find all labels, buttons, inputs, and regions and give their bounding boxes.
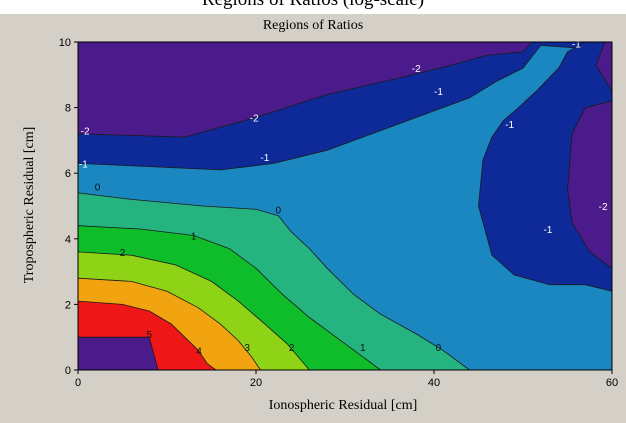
x-tick-label-60: 60: [606, 377, 618, 389]
x-tick-label-20: 20: [250, 377, 262, 389]
plot-border: [77, 41, 613, 371]
contour-label-12: 0: [436, 343, 442, 354]
contour-label-4: -1: [79, 159, 88, 170]
contour-label-15: 2: [120, 248, 126, 259]
contour-label-10: 0: [95, 182, 101, 193]
contour-label-17: 3: [244, 343, 250, 354]
contour-label-2: -2: [412, 64, 421, 75]
caption-strip: Regions of Ratios (log-scale): [0, 0, 626, 14]
contour-label-0: -2: [81, 127, 90, 138]
contour-label-19: 5: [146, 330, 152, 341]
y-tick-label-0: 0: [65, 365, 71, 377]
chart-title: Regions of Ratios: [263, 18, 363, 33]
x-tick-label-0: 0: [75, 377, 81, 389]
y-axis-ticks: 0 2 4 6 8 10: [59, 37, 78, 377]
contour-label-1: -2: [250, 113, 259, 124]
y-tick-label-2: 2: [65, 299, 71, 311]
contour-label-5: -1: [260, 153, 269, 164]
contour-label-3: -1: [572, 40, 581, 51]
contour-label-14: 1: [360, 343, 366, 354]
contour-region-5: [567, 100, 613, 270]
contour-label-18: 4: [196, 346, 202, 357]
contour-label-8: -1: [543, 225, 552, 236]
contour-label-7: -1: [505, 120, 514, 131]
contour-label-6: -1: [434, 87, 443, 98]
y-tick-label-4: 4: [65, 234, 71, 246]
y-tick-label-8: 8: [65, 103, 71, 115]
contour-label-13: 1: [191, 232, 197, 243]
x-tick-label-40: 40: [428, 377, 440, 389]
contour-label-16: 2: [289, 343, 295, 354]
contour-region-11: [77, 336, 159, 371]
figure-caption: Regions of Ratios (log-scale): [0, 0, 626, 11]
y-tick-label-10: 10: [59, 37, 71, 49]
y-axis-title: Tropospheric Residual [cm]: [22, 127, 37, 284]
contour-label-9: -2: [599, 202, 608, 213]
contour-label-11: 0: [275, 205, 281, 216]
contour-labels: -2 -2 -2 -1 -1 -1 -1 -1 -1 -2 0 0 0 1 1 2 2 3 4 5: [79, 40, 608, 358]
y-tick-label-6: 6: [65, 168, 71, 180]
contour-regions: [77, 41, 613, 371]
x-axis-title: Ionospheric Residual [cm]: [269, 398, 418, 413]
x-axis-ticks: 0 20 40 60: [75, 370, 618, 389]
